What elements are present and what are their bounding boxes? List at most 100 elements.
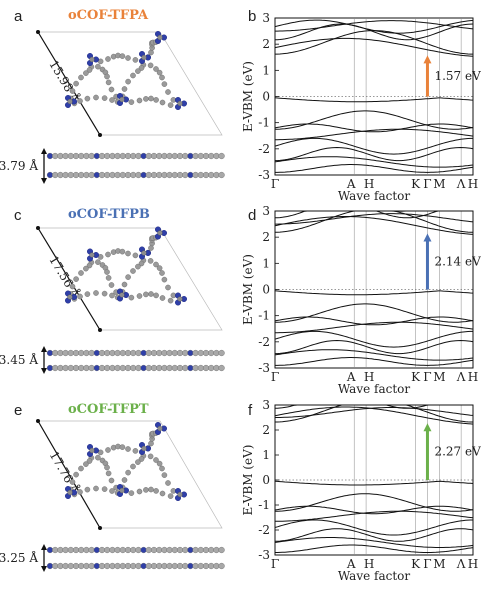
nitrogen-atom bbox=[46, 562, 54, 570]
band-line bbox=[274, 537, 474, 548]
band-line bbox=[275, 321, 474, 334]
carbon-atom bbox=[109, 562, 116, 570]
carbon-atom bbox=[69, 88, 76, 94]
x-tick-label: A bbox=[346, 557, 356, 571]
lattice-dimension-line bbox=[37, 31, 101, 136]
panel-letter-b: b bbox=[248, 8, 257, 25]
carbon-atom bbox=[182, 364, 189, 372]
carbon-atom bbox=[108, 86, 115, 93]
carbon-atom bbox=[121, 86, 128, 92]
carbon-atom bbox=[67, 152, 74, 160]
carbon-atom bbox=[161, 276, 168, 283]
carbon-atom bbox=[84, 95, 91, 102]
carbon-atom bbox=[161, 364, 168, 372]
carbon-atom bbox=[119, 152, 126, 160]
band-line bbox=[274, 19, 474, 34]
structure-panel-e: e oCOF-TFPT 17.76 Å 3.25 Å bbox=[0, 396, 240, 606]
y-tick-label: -3 bbox=[258, 361, 270, 375]
structure-svg-e: 17.76 Å3.25 Å bbox=[0, 419, 225, 572]
carbon-atom bbox=[197, 152, 204, 160]
carbon-atom bbox=[150, 349, 158, 357]
carbon-atom bbox=[136, 97, 143, 104]
carbon-atom bbox=[78, 152, 85, 160]
nitrogen-atom bbox=[93, 152, 100, 160]
carbon-atom bbox=[148, 245, 154, 251]
carbon-atom bbox=[78, 364, 85, 372]
carbon-atom bbox=[153, 66, 159, 72]
carbon-atom bbox=[218, 546, 225, 554]
lattice-dimension-line bbox=[37, 227, 101, 331]
carbon-atom bbox=[128, 294, 135, 301]
carbon-atom bbox=[130, 364, 137, 372]
carbon-atom bbox=[69, 283, 76, 290]
carbon-atom bbox=[105, 79, 112, 86]
carbon-atom bbox=[177, 491, 183, 498]
carbon-atom bbox=[147, 62, 154, 69]
x-tick-label: H bbox=[468, 557, 478, 571]
y-tick-label: 3 bbox=[262, 204, 270, 218]
carbon-atom bbox=[156, 460, 163, 467]
x-tick-label: Γ bbox=[423, 557, 431, 571]
x-tick-label: K bbox=[411, 177, 421, 191]
carbon-atom bbox=[119, 487, 125, 494]
carbon-atom bbox=[153, 457, 159, 463]
carbon-atom bbox=[138, 456, 145, 462]
panel-letter-a: a bbox=[14, 8, 23, 25]
carbon-atom bbox=[192, 171, 199, 179]
carbon-atom bbox=[213, 349, 220, 357]
carbon-atom bbox=[114, 152, 121, 160]
carbon-atom bbox=[156, 562, 163, 570]
carbon-atom bbox=[138, 65, 145, 71]
carbon-atom bbox=[119, 292, 125, 298]
carbon-atom bbox=[150, 364, 158, 372]
carbon-atom bbox=[57, 171, 64, 179]
nitrogen-atom bbox=[140, 364, 147, 372]
carbon-atom bbox=[119, 96, 125, 103]
carbon-atom bbox=[150, 171, 158, 179]
carbon-atom bbox=[52, 152, 59, 160]
band-line bbox=[275, 339, 474, 355]
carbon-atom bbox=[124, 349, 132, 357]
y-tick-label: 0 bbox=[262, 283, 270, 297]
carbon-atom bbox=[98, 562, 106, 570]
carbon-atom bbox=[135, 562, 142, 570]
carbon-atom bbox=[88, 349, 95, 357]
band-line bbox=[275, 213, 474, 225]
nitrogen-atom bbox=[187, 171, 194, 179]
carbon-atom bbox=[192, 364, 199, 372]
carbon-atom bbox=[89, 56, 95, 63]
carbon-atom bbox=[171, 364, 178, 372]
carbon-atom bbox=[57, 364, 64, 372]
carbon-atom bbox=[104, 269, 110, 275]
carbon-atom bbox=[208, 171, 215, 179]
structure-panel-c: c oCOF-TFPB 17.56 Å 3.45 Å bbox=[0, 200, 240, 396]
carbon-atom bbox=[192, 546, 199, 554]
carbon-atom bbox=[135, 546, 142, 554]
carbon-atom bbox=[128, 490, 135, 496]
carbon-atom bbox=[145, 349, 152, 357]
carbon-atom bbox=[78, 74, 84, 81]
carbon-atom bbox=[62, 152, 69, 160]
carbon-atom bbox=[104, 73, 110, 80]
carbon-atom bbox=[159, 465, 165, 472]
carbon-atom bbox=[176, 364, 184, 372]
carbon-atom bbox=[150, 562, 158, 570]
carbon-atom bbox=[141, 250, 147, 256]
x-tick-label: H bbox=[364, 370, 374, 384]
carbon-atom bbox=[197, 171, 204, 179]
band-line bbox=[274, 137, 473, 155]
carbon-atom bbox=[72, 171, 80, 179]
carbon-atom bbox=[130, 268, 136, 274]
y-tick-label: 1 bbox=[262, 256, 270, 270]
x-tick-label: Λ bbox=[456, 370, 466, 384]
x-tick-label: Λ bbox=[456, 557, 466, 571]
carbon-atom bbox=[88, 152, 95, 160]
carbon-atom bbox=[218, 364, 225, 372]
band-line bbox=[274, 519, 473, 536]
carbon-atom bbox=[125, 78, 131, 85]
carbon-atom bbox=[176, 562, 184, 570]
carbon-atom bbox=[138, 260, 145, 267]
x-tick-label: M bbox=[433, 177, 445, 191]
nitrogen-atom bbox=[187, 562, 194, 570]
